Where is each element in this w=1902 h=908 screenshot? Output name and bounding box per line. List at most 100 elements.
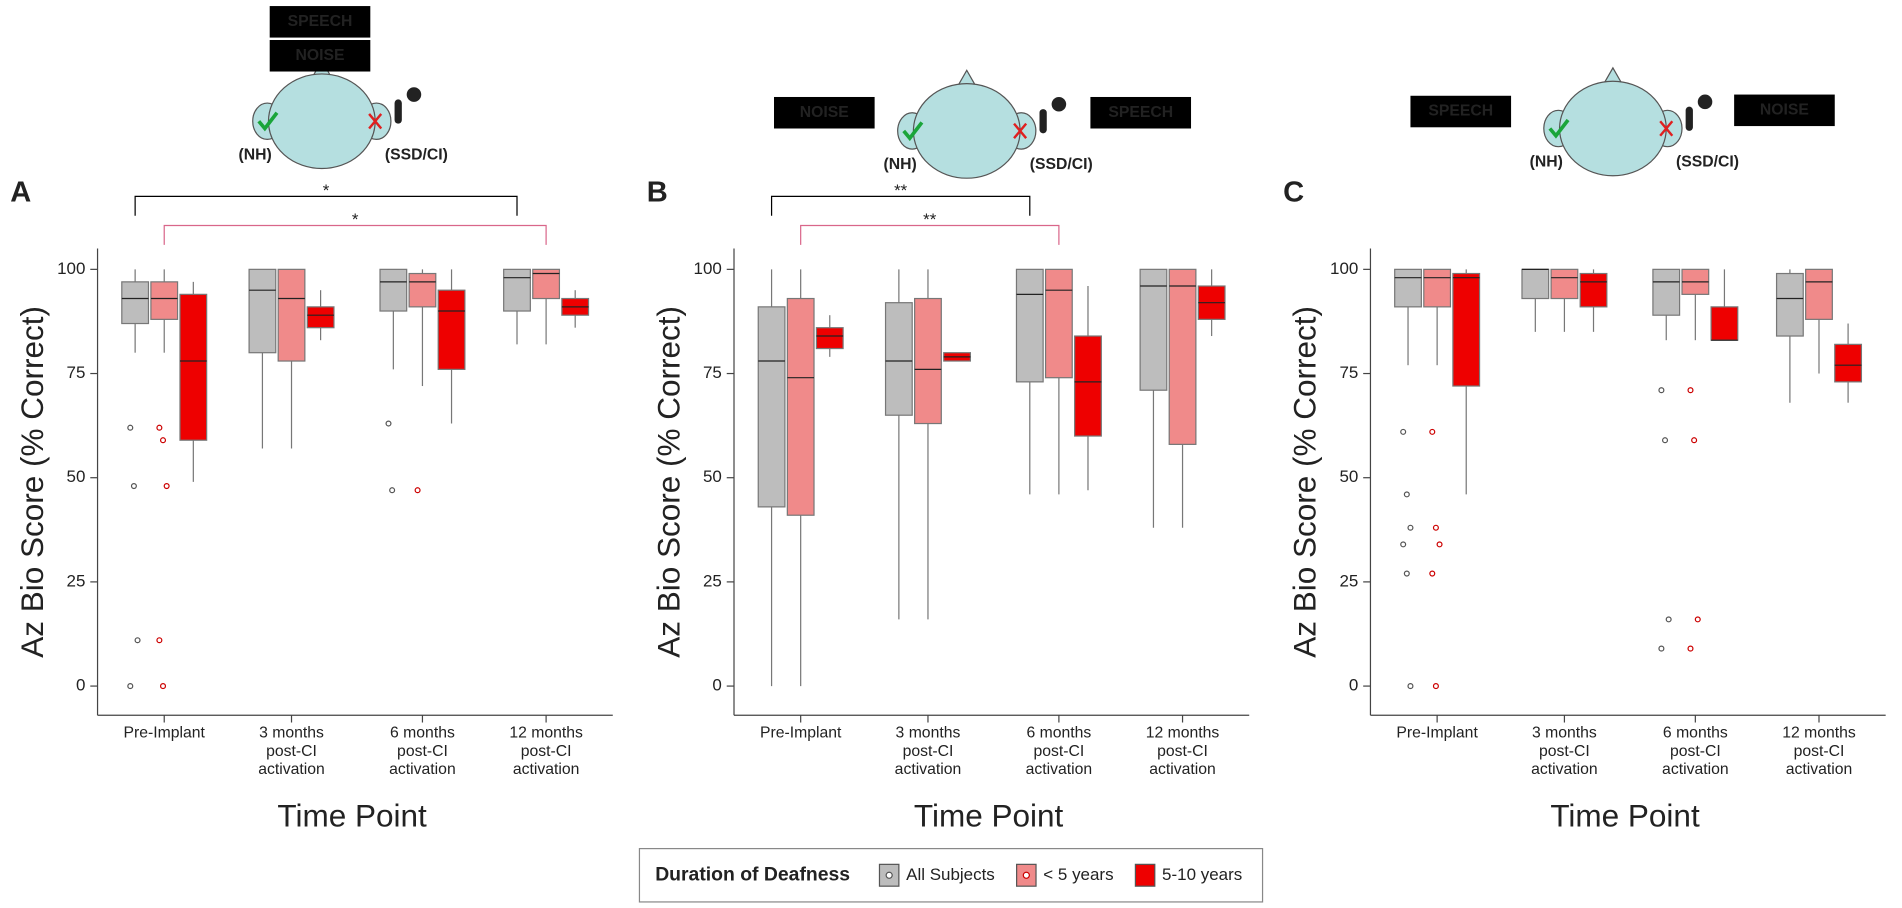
box (757, 306, 786, 508)
y-tick-label: 0 (1349, 676, 1358, 695)
noise-label: NOISE (800, 104, 849, 121)
outlier-point (1691, 437, 1698, 444)
legend-point (885, 871, 893, 879)
panel-label: B (647, 177, 668, 209)
y-tick-label: 75 (703, 363, 722, 382)
box (1452, 272, 1481, 387)
speech-label: SPEECH (288, 13, 353, 30)
x-tick-label: activation (1026, 761, 1093, 778)
y-axis-title: Az Bio Score (% Correct) (650, 306, 686, 658)
outlier-point (1429, 570, 1436, 577)
head (267, 73, 376, 170)
outlier-point (1694, 616, 1701, 623)
outlier-point (1429, 428, 1436, 435)
noise-label-box (774, 96, 875, 129)
y-tick-label: 0 (712, 676, 721, 695)
outlier-point (414, 487, 421, 494)
box (884, 302, 913, 416)
y-tick-label: 50 (67, 467, 86, 486)
legend-swatch (1134, 863, 1156, 887)
x-mark (368, 113, 383, 130)
outlier-point (1407, 683, 1414, 690)
significance-bracket (770, 195, 1031, 216)
x-tick-label: post-CI (521, 743, 572, 760)
outlier-point (159, 683, 167, 690)
box (150, 281, 179, 320)
box (1521, 268, 1550, 300)
box (1652, 268, 1681, 316)
box (1710, 306, 1739, 341)
outlier-point (1658, 387, 1665, 394)
x-tick-label: 6 months (1026, 725, 1091, 742)
legend-box (638, 847, 1264, 903)
check-mark (1548, 118, 1570, 139)
x-tick-label: 3 months (1532, 725, 1597, 742)
x-mark (1013, 122, 1028, 139)
ci-device (1039, 109, 1047, 134)
outlier-point (134, 637, 141, 644)
ci-coil (406, 87, 422, 102)
significance-label: ** (894, 181, 908, 200)
panel-label: C (1283, 177, 1304, 209)
x-mark (1659, 120, 1674, 137)
outlier-point (163, 483, 170, 490)
x-tick-label: 12 months (509, 725, 583, 742)
y-tick-label: 25 (1339, 571, 1358, 590)
x-tick-label: 12 months (1782, 725, 1856, 742)
y-tick-label: 75 (1339, 363, 1358, 382)
box (1579, 272, 1608, 308)
x-tick-label: activation (1662, 761, 1729, 778)
box (1805, 268, 1833, 320)
box (1015, 268, 1044, 383)
nh-label: (NH) (883, 156, 916, 173)
noise-label: NOISE (295, 47, 344, 64)
box (408, 272, 437, 308)
legend-point (1022, 871, 1030, 879)
x-tick-label: post-CI (903, 743, 954, 760)
x-axis-title: Time Point (914, 798, 1064, 834)
box (532, 268, 561, 300)
significance-label: * (323, 181, 330, 200)
outlier-point (1687, 387, 1694, 394)
outlier-point (385, 420, 392, 427)
nh-label: (NH) (239, 146, 272, 163)
x-tick-label: 6 months (390, 725, 455, 742)
x-tick-label: activation (1531, 761, 1598, 778)
check-mark (257, 111, 279, 132)
x-tick-label: Pre-Implant (760, 725, 842, 742)
x-tick-label: post-CI (1539, 743, 1590, 760)
box (1550, 268, 1579, 300)
outlier-point (389, 487, 396, 494)
ci-device (394, 99, 402, 124)
legend-label: All Subjects (906, 865, 995, 884)
y-tick-label: 100 (694, 259, 722, 278)
ci-label: (SSD/CI) (1676, 154, 1739, 171)
speech-label: SPEECH (1428, 103, 1493, 120)
y-tick-label: 50 (703, 467, 722, 486)
box (914, 297, 942, 425)
head (1558, 80, 1667, 177)
speech-label: SPEECH (1108, 104, 1173, 121)
box (815, 327, 844, 350)
box (1074, 335, 1102, 437)
box (1834, 343, 1863, 383)
outlier-point (1665, 616, 1672, 623)
significance-label: * (352, 210, 359, 229)
outlier-point (1658, 645, 1665, 652)
x-tick-label: activation (513, 761, 580, 778)
box (437, 289, 466, 370)
y-tick-label: 25 (703, 571, 722, 590)
x-tick-label: post-CI (266, 743, 317, 760)
x-tick-label: post-CI (1670, 743, 1721, 760)
x-tick-label: 12 months (1146, 725, 1220, 742)
x-tick-label: post-CI (1794, 743, 1845, 760)
speech-label-box (1090, 96, 1192, 129)
x-tick-label: post-CI (397, 743, 448, 760)
noise-label-box (1734, 94, 1835, 127)
outlier-point (130, 483, 137, 490)
box (786, 297, 815, 516)
box (121, 281, 150, 325)
check-mark (902, 121, 924, 142)
box (1168, 268, 1197, 445)
y-axis-title: Az Bio Score (% Correct) (14, 306, 50, 658)
